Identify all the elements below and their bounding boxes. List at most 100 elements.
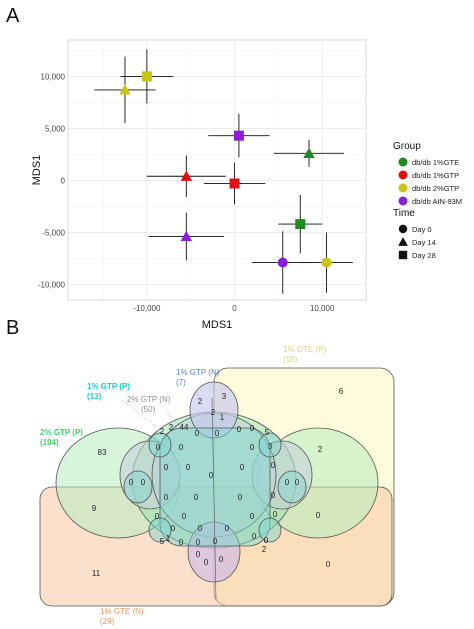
x-tick-label: 10,000 — [310, 304, 335, 313]
set-1pct-gtp-p-shape — [123, 427, 307, 547]
mds-scatter-plot: 0 10,000 -10,000 10,000 5,000 0 -5,000 -10,000… — [31, 39, 462, 331]
y-tick-label: -5,000 — [42, 228, 65, 237]
venn-count: 0 — [238, 493, 243, 502]
legend-time-label: Day 28 — [412, 251, 436, 260]
legend-group-label: db/db 2%GTP — [412, 184, 459, 193]
svg-text:(29): (29) — [100, 617, 115, 626]
svg-text:1% GTP (P): 1% GTP (P) — [87, 382, 130, 391]
legend-time-swatch — [398, 250, 408, 260]
venn-count: 0 — [252, 532, 257, 541]
data-point — [321, 257, 332, 268]
venn-count: 0 — [215, 429, 220, 438]
legend-time-label: Day 14 — [412, 238, 436, 247]
venn-count: 0 — [213, 537, 218, 546]
legend-time-title: Time — [393, 208, 415, 219]
legend-time-swatch — [398, 224, 408, 234]
y-tick-labels: 10,000 5,000 0 -5,000 -10,000 — [38, 72, 66, 289]
legend-time-label: Day 0 — [412, 225, 432, 234]
svg-text:2% GTP (N): 2% GTP (N) — [127, 395, 171, 404]
legend-group-swatch — [398, 183, 408, 193]
venn-count: 0 — [250, 512, 255, 521]
venn-count: 0 — [295, 478, 300, 487]
venn-count: 0 — [271, 461, 276, 470]
legend-time-swatch — [398, 237, 408, 246]
leader-line — [165, 411, 183, 429]
venn-count: 0 — [326, 560, 331, 569]
venn-count: 0 — [240, 463, 245, 472]
venn-count: 0 — [316, 511, 321, 520]
svg-text:1% GTP (N): 1% GTP (N) — [176, 368, 220, 377]
venn-count: 1 — [166, 534, 171, 543]
set-label-1pct-gte-p: 1% GTE (P) (15) — [283, 345, 326, 364]
venn-count: 0 — [250, 424, 255, 433]
x-axis-title: MDS1 — [202, 319, 233, 331]
venn-count: 5 — [160, 537, 165, 546]
venn-count: 0 — [182, 512, 187, 521]
svg-text:2% GTP (P): 2% GTP (P) — [40, 428, 83, 437]
venn-count: 0 — [179, 443, 184, 452]
venn-count: 44 — [180, 423, 189, 432]
data-point — [119, 84, 131, 95]
svg-text:1% GTE (P): 1% GTE (P) — [283, 345, 326, 354]
venn-count: 0 — [219, 555, 224, 564]
set-label-1pct-gtp-n: 1% GTP (N) (7) — [176, 368, 220, 387]
svg-text:(15): (15) — [283, 355, 298, 364]
x-tick-labels: 0 10,000 -10,000 — [133, 304, 335, 313]
x-tick-label: 0 — [232, 304, 237, 313]
venn-count: 2 — [211, 408, 216, 417]
divider-line — [211, 397, 217, 601]
y-tick-label: 0 — [61, 176, 66, 185]
venn-count: 0 — [237, 425, 242, 434]
venn-count: 0 — [196, 538, 201, 547]
venn-diagram: 1% GTP (N) (7) 1% GTE (P) (15) 1% GTP (P… — [39, 345, 395, 626]
y-axis-title: MDS1 — [31, 155, 43, 186]
legend-group-label: db/db 1%GTE — [412, 158, 459, 167]
plot-panel — [67, 39, 367, 301]
legend-group-swatch — [398, 196, 408, 206]
svg-text:1% GTE (N): 1% GTE (N) — [100, 607, 144, 616]
venn-count: 0 — [209, 471, 214, 480]
y-tick-label: -10,000 — [38, 280, 66, 289]
venn-count: 0 — [285, 478, 290, 487]
venn-count: 0 — [196, 550, 201, 559]
svg-text:(104): (104) — [40, 438, 59, 447]
venn-count: 5 — [265, 428, 270, 437]
data-point — [141, 71, 152, 82]
venn-count: 3 — [222, 392, 227, 401]
venn-count: 2 — [262, 545, 267, 554]
venn-count: 0 — [171, 524, 176, 533]
venn-count: 0 — [156, 443, 161, 452]
data-point — [277, 257, 288, 268]
venn-count: 9 — [92, 504, 97, 513]
data-point — [295, 219, 306, 230]
venn-count: 0 — [264, 536, 269, 545]
x-tick-label: -10,000 — [133, 304, 161, 313]
data-points — [94, 49, 353, 294]
venn-count: 0 — [198, 524, 203, 533]
venn-count: 0 — [271, 491, 276, 500]
venn-count: 0 — [204, 558, 209, 567]
data-point — [229, 178, 240, 189]
svg-text:(7): (7) — [176, 378, 186, 387]
legend-group-title: Group — [393, 141, 421, 152]
legend-group-label: db/db 1%GTP — [412, 171, 459, 180]
venn-count: 2 — [318, 445, 323, 454]
y-tick-label: 10,000 — [41, 72, 66, 81]
svg-text:(13): (13) — [87, 392, 102, 401]
venn-count: 0 — [155, 512, 160, 521]
data-point — [303, 147, 315, 158]
panel-a-letter: A — [6, 5, 20, 27]
set-label-2pct-gtp-n: 2% GTP (N) (50) — [127, 395, 171, 414]
set-label-1pct-gtp-p: 1% GTP (P) (13) — [87, 382, 130, 401]
set-label-2pct-gtp-p: 2% GTP (P) (104) — [40, 428, 83, 447]
data-point — [233, 130, 244, 141]
legend-group-label: db/db AIN-93M — [412, 197, 462, 206]
venn-count: 0 — [273, 510, 278, 519]
venn-count: 2 — [198, 397, 203, 406]
panel-b-letter: B — [6, 317, 19, 339]
grid-lines — [68, 40, 366, 300]
venn-count: 0 — [195, 429, 200, 438]
set-1pct-gtp-n-shape — [187, 381, 241, 583]
